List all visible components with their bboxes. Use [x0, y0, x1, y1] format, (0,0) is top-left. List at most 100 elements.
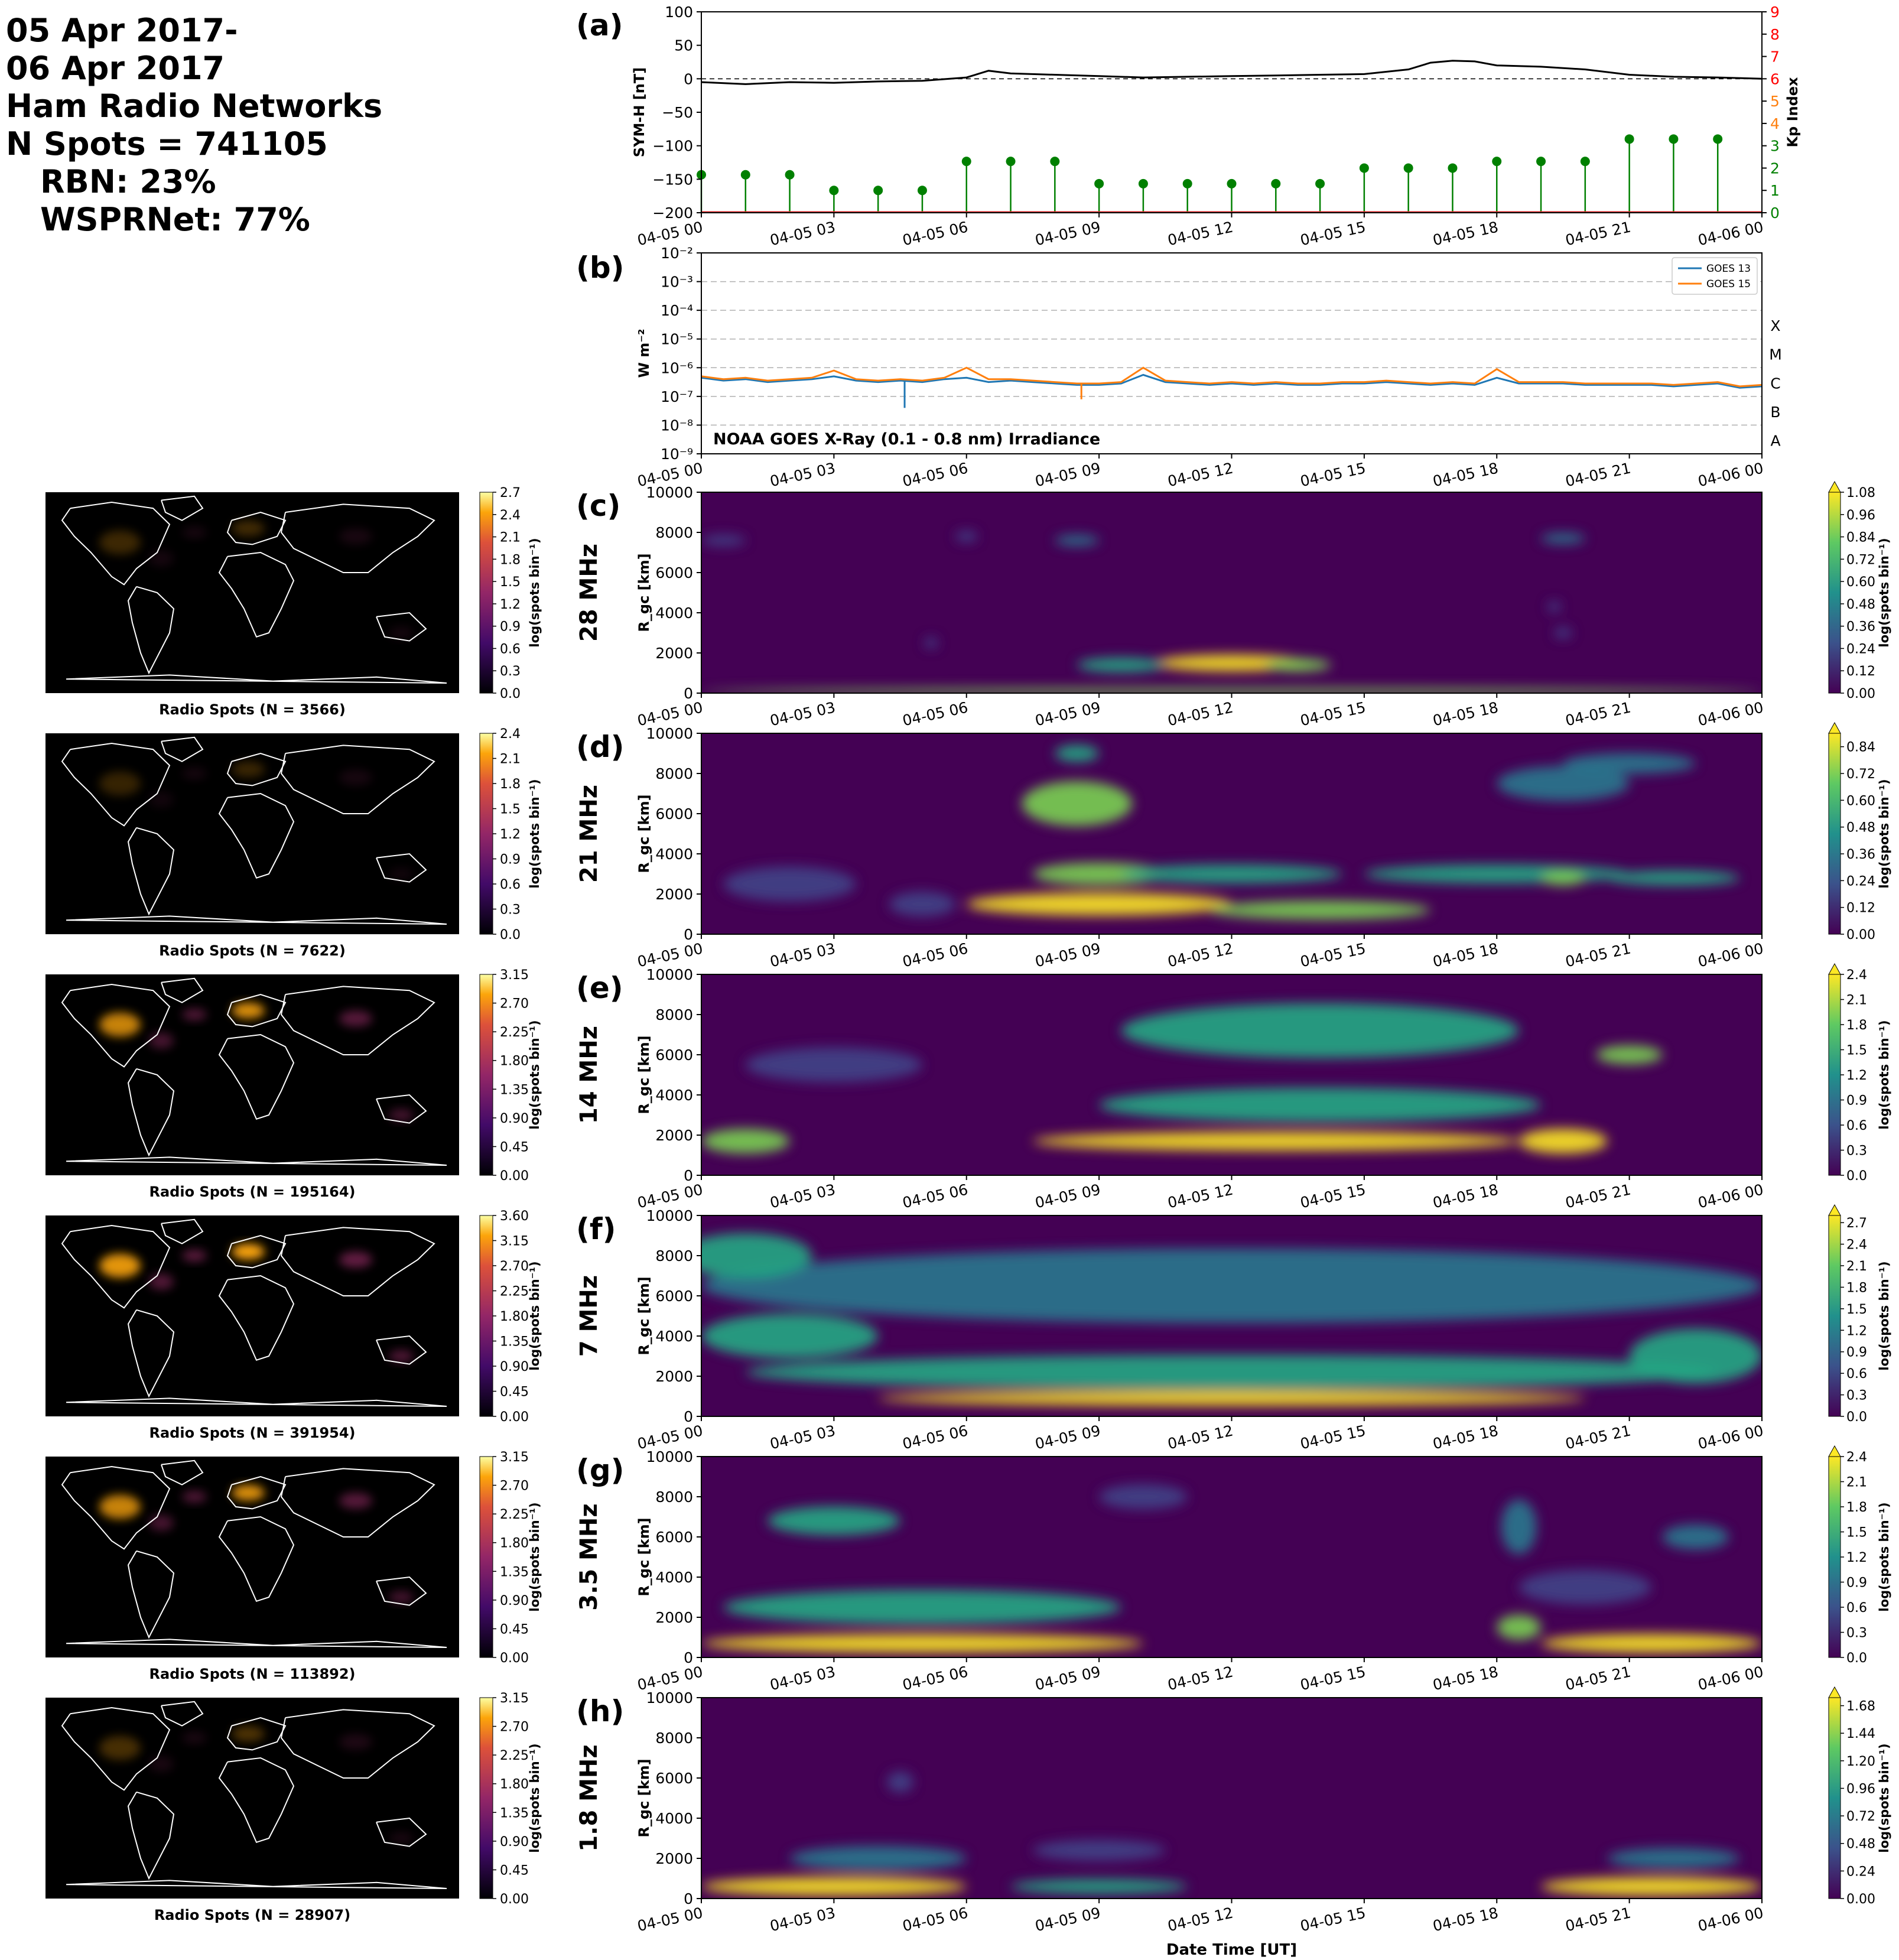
colorbar-label: log(spots bin⁻¹): [528, 779, 542, 888]
wsprnet-share: WSPRNet: 77%: [40, 201, 310, 238]
y-tick-label: 4000: [655, 846, 693, 863]
y-tick-label: 6000: [655, 1529, 693, 1546]
coastline: [127, 827, 175, 916]
x-tick-label: 04-06 00: [1696, 1904, 1765, 1935]
x-tick-label: 04-05 18: [1431, 940, 1500, 971]
x-tick-label: 04-05 06: [901, 1422, 970, 1453]
colorbar-tick-label: 1.68: [1846, 1699, 1875, 1714]
y-tick-label: 8000: [655, 524, 693, 541]
coastline: [376, 612, 427, 642]
spot-density-blob: [99, 1012, 141, 1037]
heatmap-cell-cluster: [889, 892, 956, 916]
colorbar-tick-label: 0.72: [1846, 552, 1875, 567]
x-tick-label: 04-05 03: [768, 219, 837, 249]
x-tick-label: 04-05 06: [901, 1663, 970, 1694]
kp-marker: [1669, 134, 1679, 144]
colorbar-tick-label: 2.4: [1846, 1238, 1867, 1253]
x-tick-label: 04-06 00: [1696, 699, 1765, 730]
heatmap-cell-cluster: [878, 1390, 1585, 1406]
map-18MHzmhz: Radio Spots (N = 28907) 3.15 2.70 2.25 1.80 1…: [45, 1691, 542, 1923]
panel-d-heatmap: (d) 21 MHz 10000 8000 6000 4000 2000 0 R_gc [km]…: [575, 721, 1891, 971]
heatmap-cell-cluster: [1596, 1045, 1663, 1064]
colorbar-tick-label: 0.3: [500, 664, 521, 679]
colorbar-tick-label: 2.25: [500, 1025, 529, 1040]
colorbar-tick-label: 2.70: [500, 1259, 529, 1274]
y-tick-label: 2000: [655, 645, 693, 662]
colorbar-tick-label: 1.35: [500, 1565, 529, 1579]
x-tick-label: 04-05 06: [901, 1181, 970, 1212]
colorbar-tick-label: 0.48: [1846, 821, 1875, 836]
y-tick-label: −150: [652, 171, 693, 188]
x-tick-label: 04-06 00: [1696, 1422, 1765, 1453]
x-tick-label: 04-05 21: [1564, 1904, 1633, 1935]
goes-series-line: [701, 366, 1762, 388]
y-tick-label: 8000: [655, 1247, 693, 1265]
y2-tick-label: 6: [1770, 70, 1780, 87]
colorbar-tick-label: 0.96: [1846, 1782, 1875, 1796]
coastline: [66, 674, 447, 684]
coastline: [127, 1309, 175, 1398]
map-28MHzmhz: Radio Spots (N = 3566) 2.7 2.4 2.1 1.8 1.5 1.2…: [45, 486, 542, 718]
panel-a-symh-kp: (a) 100 50 0 −50 −100 −150 −200 9 8 7 6 5 4 3 2 1 0 SYM-H …: [576, 4, 1801, 249]
colorbar-tick-label: 3.15: [500, 968, 529, 983]
colorbar-tick-label: 0.0: [500, 928, 521, 942]
colorbar-tick-label: 1.2: [1846, 1324, 1867, 1338]
colorbar-tick-label: 0.0: [1846, 1169, 1867, 1184]
heatmap-cell-cluster: [1518, 1569, 1652, 1605]
coastline: [218, 792, 295, 879]
spot-density-blob: [339, 1734, 372, 1750]
legend-entry: GOES 15: [1706, 278, 1751, 290]
heatmap-cell-cluster: [1055, 745, 1100, 762]
x-tick-label: 04-06 00: [1696, 219, 1765, 249]
panel-b-goes-xray: (b) 10⁻² 10⁻³ 10⁻⁴ 10⁻⁵ 10⁻⁶ 10⁻⁷ 10⁻⁸ 10⁻⁹ XMCBA…: [576, 245, 1782, 490]
spot-density-blob: [149, 791, 174, 808]
x-tick-label: 04-05 21: [1564, 1663, 1633, 1694]
map-21MHzmhz: Radio Spots (N = 7622) 2.4 2.1 1.8 1.5 1.2 0.9…: [45, 727, 542, 959]
colorbar-tick-label: 2.70: [500, 1720, 529, 1735]
colorbar-tick-label: 2.1: [1846, 1475, 1867, 1490]
kp-marker: [1050, 157, 1060, 167]
colorbar-extend-arrow: [1828, 963, 1841, 975]
heatmap-cell-cluster: [955, 531, 978, 542]
spot-density-blob: [182, 1008, 207, 1021]
map-colorbar: [479, 1215, 493, 1417]
x-tick-label: 04-05 15: [1299, 1663, 1367, 1694]
legend: GOES 13 GOES 15: [1672, 257, 1758, 295]
heatmap-cell-cluster: [723, 866, 856, 902]
map-7MHzmhz: Radio Spots (N = 391954) 3.60 3.15 2.70 2.25…: [45, 1209, 542, 1441]
heatmap-cell-cluster: [1563, 753, 1696, 774]
heatmap-cell-cluster: [1662, 1525, 1729, 1549]
spot-density-blob: [99, 530, 141, 555]
y-tick-label: 10⁻⁴: [661, 302, 693, 319]
map-caption: Radio Spots (N = 391954): [149, 1425, 355, 1441]
spot-density-blob: [182, 1249, 207, 1262]
colorbar-tick-label: 0.24: [1846, 642, 1875, 656]
colorbar-tick-label: 0.72: [1846, 767, 1875, 782]
colorbar-label: log(spots bin⁻¹): [1877, 1743, 1891, 1852]
x-tick-label: 04-05 18: [1431, 219, 1500, 249]
legend-entry: GOES 13: [1706, 263, 1751, 275]
map-colorbar: [479, 1697, 493, 1899]
panel-label: (g): [576, 1453, 625, 1487]
colorbar-tick-label: 0.9: [1846, 1345, 1867, 1360]
map-colorbar: [479, 733, 493, 935]
heatmap-colorbar: [1828, 733, 1841, 935]
heatmap-cell-cluster: [701, 1233, 812, 1278]
colorbar-tick-label: 1.2: [1846, 1551, 1867, 1565]
spot-density-blob: [232, 1002, 265, 1019]
colorbar-tick-label: 0.45: [500, 1385, 529, 1400]
colorbar-tick-label: 3.15: [500, 1450, 529, 1465]
y2-tick-label: 7: [1770, 48, 1780, 66]
coastline: [376, 1094, 427, 1124]
x-tick-label: 04-05 15: [1299, 460, 1367, 490]
legend-box: [1672, 257, 1758, 295]
colorbar-tick-label: 1.8: [1846, 1018, 1867, 1033]
x-tick-label: 04-05 12: [1166, 940, 1235, 971]
coastline: [226, 993, 287, 1028]
colorbar-tick-label: 0.60: [1846, 575, 1875, 590]
colorbar-tick-label: 0.00: [1846, 928, 1875, 942]
map-35MHzmhz: Radio Spots (N = 113892) 3.15 2.70 2.25 1.80…: [45, 1450, 542, 1682]
x-tick-label: 04-05 03: [768, 1422, 837, 1453]
band-label: 3.5 MHz: [575, 1503, 603, 1610]
y-tick-label: 10000: [646, 1448, 693, 1465]
